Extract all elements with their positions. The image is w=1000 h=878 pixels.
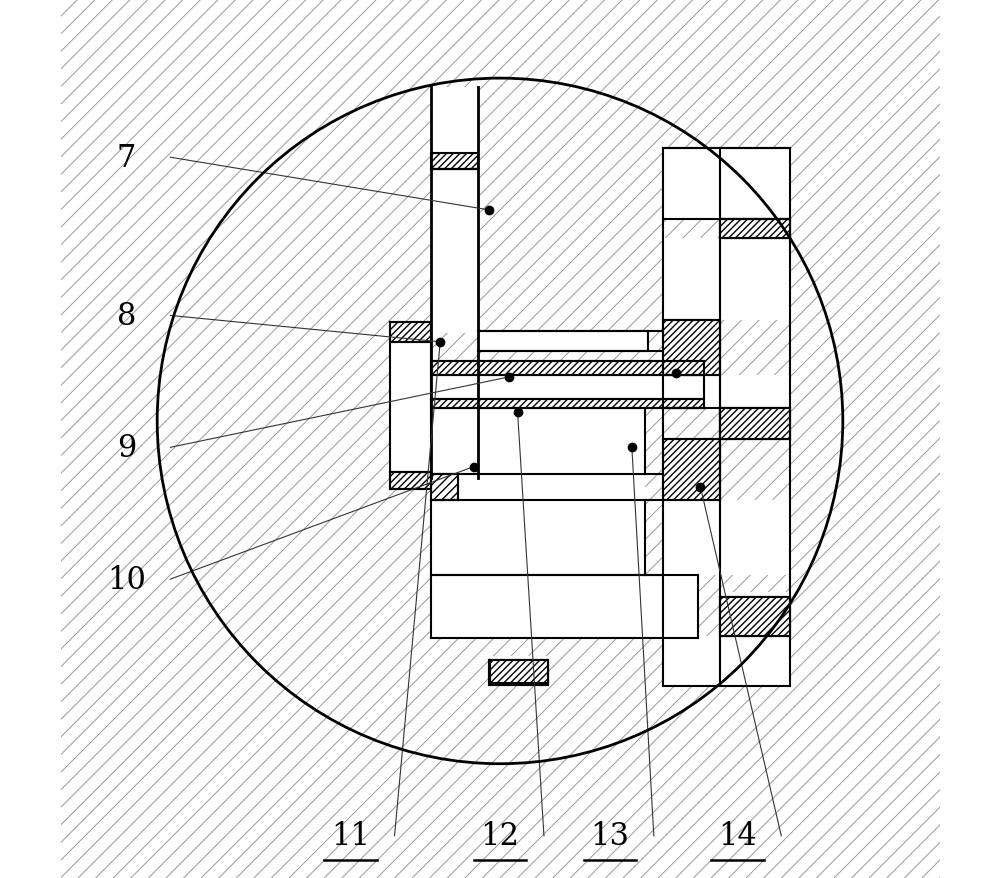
Text: 13: 13 [590,820,629,852]
Bar [431,169,478,334]
Bar [431,399,704,408]
Text: 7: 7 [117,142,136,174]
Bar [431,88,478,169]
Text: 9: 9 [117,432,136,464]
Bar [720,408,790,439]
Bar [663,320,720,376]
Bar [489,656,548,685]
Text: 12: 12 [481,820,520,852]
Bar [663,439,720,500]
Text: 11: 11 [331,820,370,852]
Text: 8: 8 [117,300,136,332]
Bar [720,408,790,439]
Bar [663,149,790,220]
Bar [720,404,790,439]
Bar [720,593,790,637]
Bar [431,376,704,399]
Bar [663,637,790,687]
Bar [431,376,704,399]
Bar [431,362,704,376]
Bar [478,332,648,351]
Bar [390,340,431,474]
Bar [431,408,645,474]
Bar [663,500,790,575]
Bar [431,154,478,169]
Bar [720,215,790,239]
Text: 10: 10 [107,564,146,595]
Bar [489,660,548,685]
Bar [663,376,790,408]
Bar [431,500,645,575]
Text: 14: 14 [718,820,757,852]
Bar [390,472,431,490]
Bar [390,323,431,342]
Bar [720,597,790,637]
Bar [720,220,790,239]
Bar [431,474,458,500]
Bar [720,220,790,239]
Bar [390,344,431,470]
Bar [720,597,790,637]
Bar [431,575,698,638]
Bar [489,660,548,685]
Bar [458,474,645,500]
Bar [663,239,790,320]
